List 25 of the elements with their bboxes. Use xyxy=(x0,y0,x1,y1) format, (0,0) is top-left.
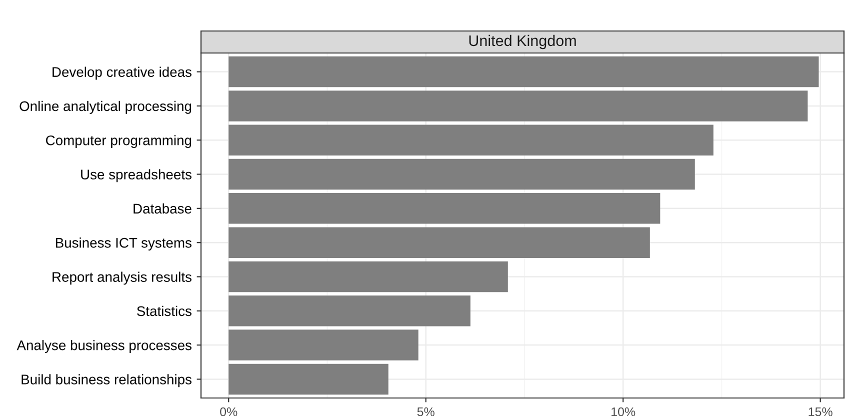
x-tick-label: 0% xyxy=(220,407,238,416)
bar xyxy=(228,124,714,156)
y-tick-label: Statistics xyxy=(137,306,192,316)
y-tick-label: Build business relationships xyxy=(22,374,192,388)
bar xyxy=(228,296,470,326)
x-tick-label: 10% xyxy=(612,407,636,416)
y-tick-label: Online analytical processing xyxy=(20,100,192,114)
bar xyxy=(228,330,418,360)
x-tick-label: 15% xyxy=(808,407,832,416)
bar xyxy=(228,90,808,122)
y-tick-label: Analyse business processes xyxy=(16,340,192,353)
y-tick-label: Develop creative ideas xyxy=(52,66,192,80)
x-tick-label: 5% xyxy=(417,407,434,416)
y-tick-label: Computer programming xyxy=(46,135,192,148)
bar xyxy=(228,227,650,258)
bar xyxy=(228,193,660,224)
chart-title: United Kingdom xyxy=(469,34,576,50)
bar xyxy=(228,364,388,395)
y-tick-label: Business ICT systems xyxy=(56,238,192,250)
bar xyxy=(228,56,819,88)
y-tick-label: Database xyxy=(134,203,192,214)
bar xyxy=(228,261,508,292)
y-tick-label: Use spreadsheets xyxy=(81,169,192,182)
bar xyxy=(228,158,695,190)
y-tick-label: Report analysis results xyxy=(52,272,192,285)
